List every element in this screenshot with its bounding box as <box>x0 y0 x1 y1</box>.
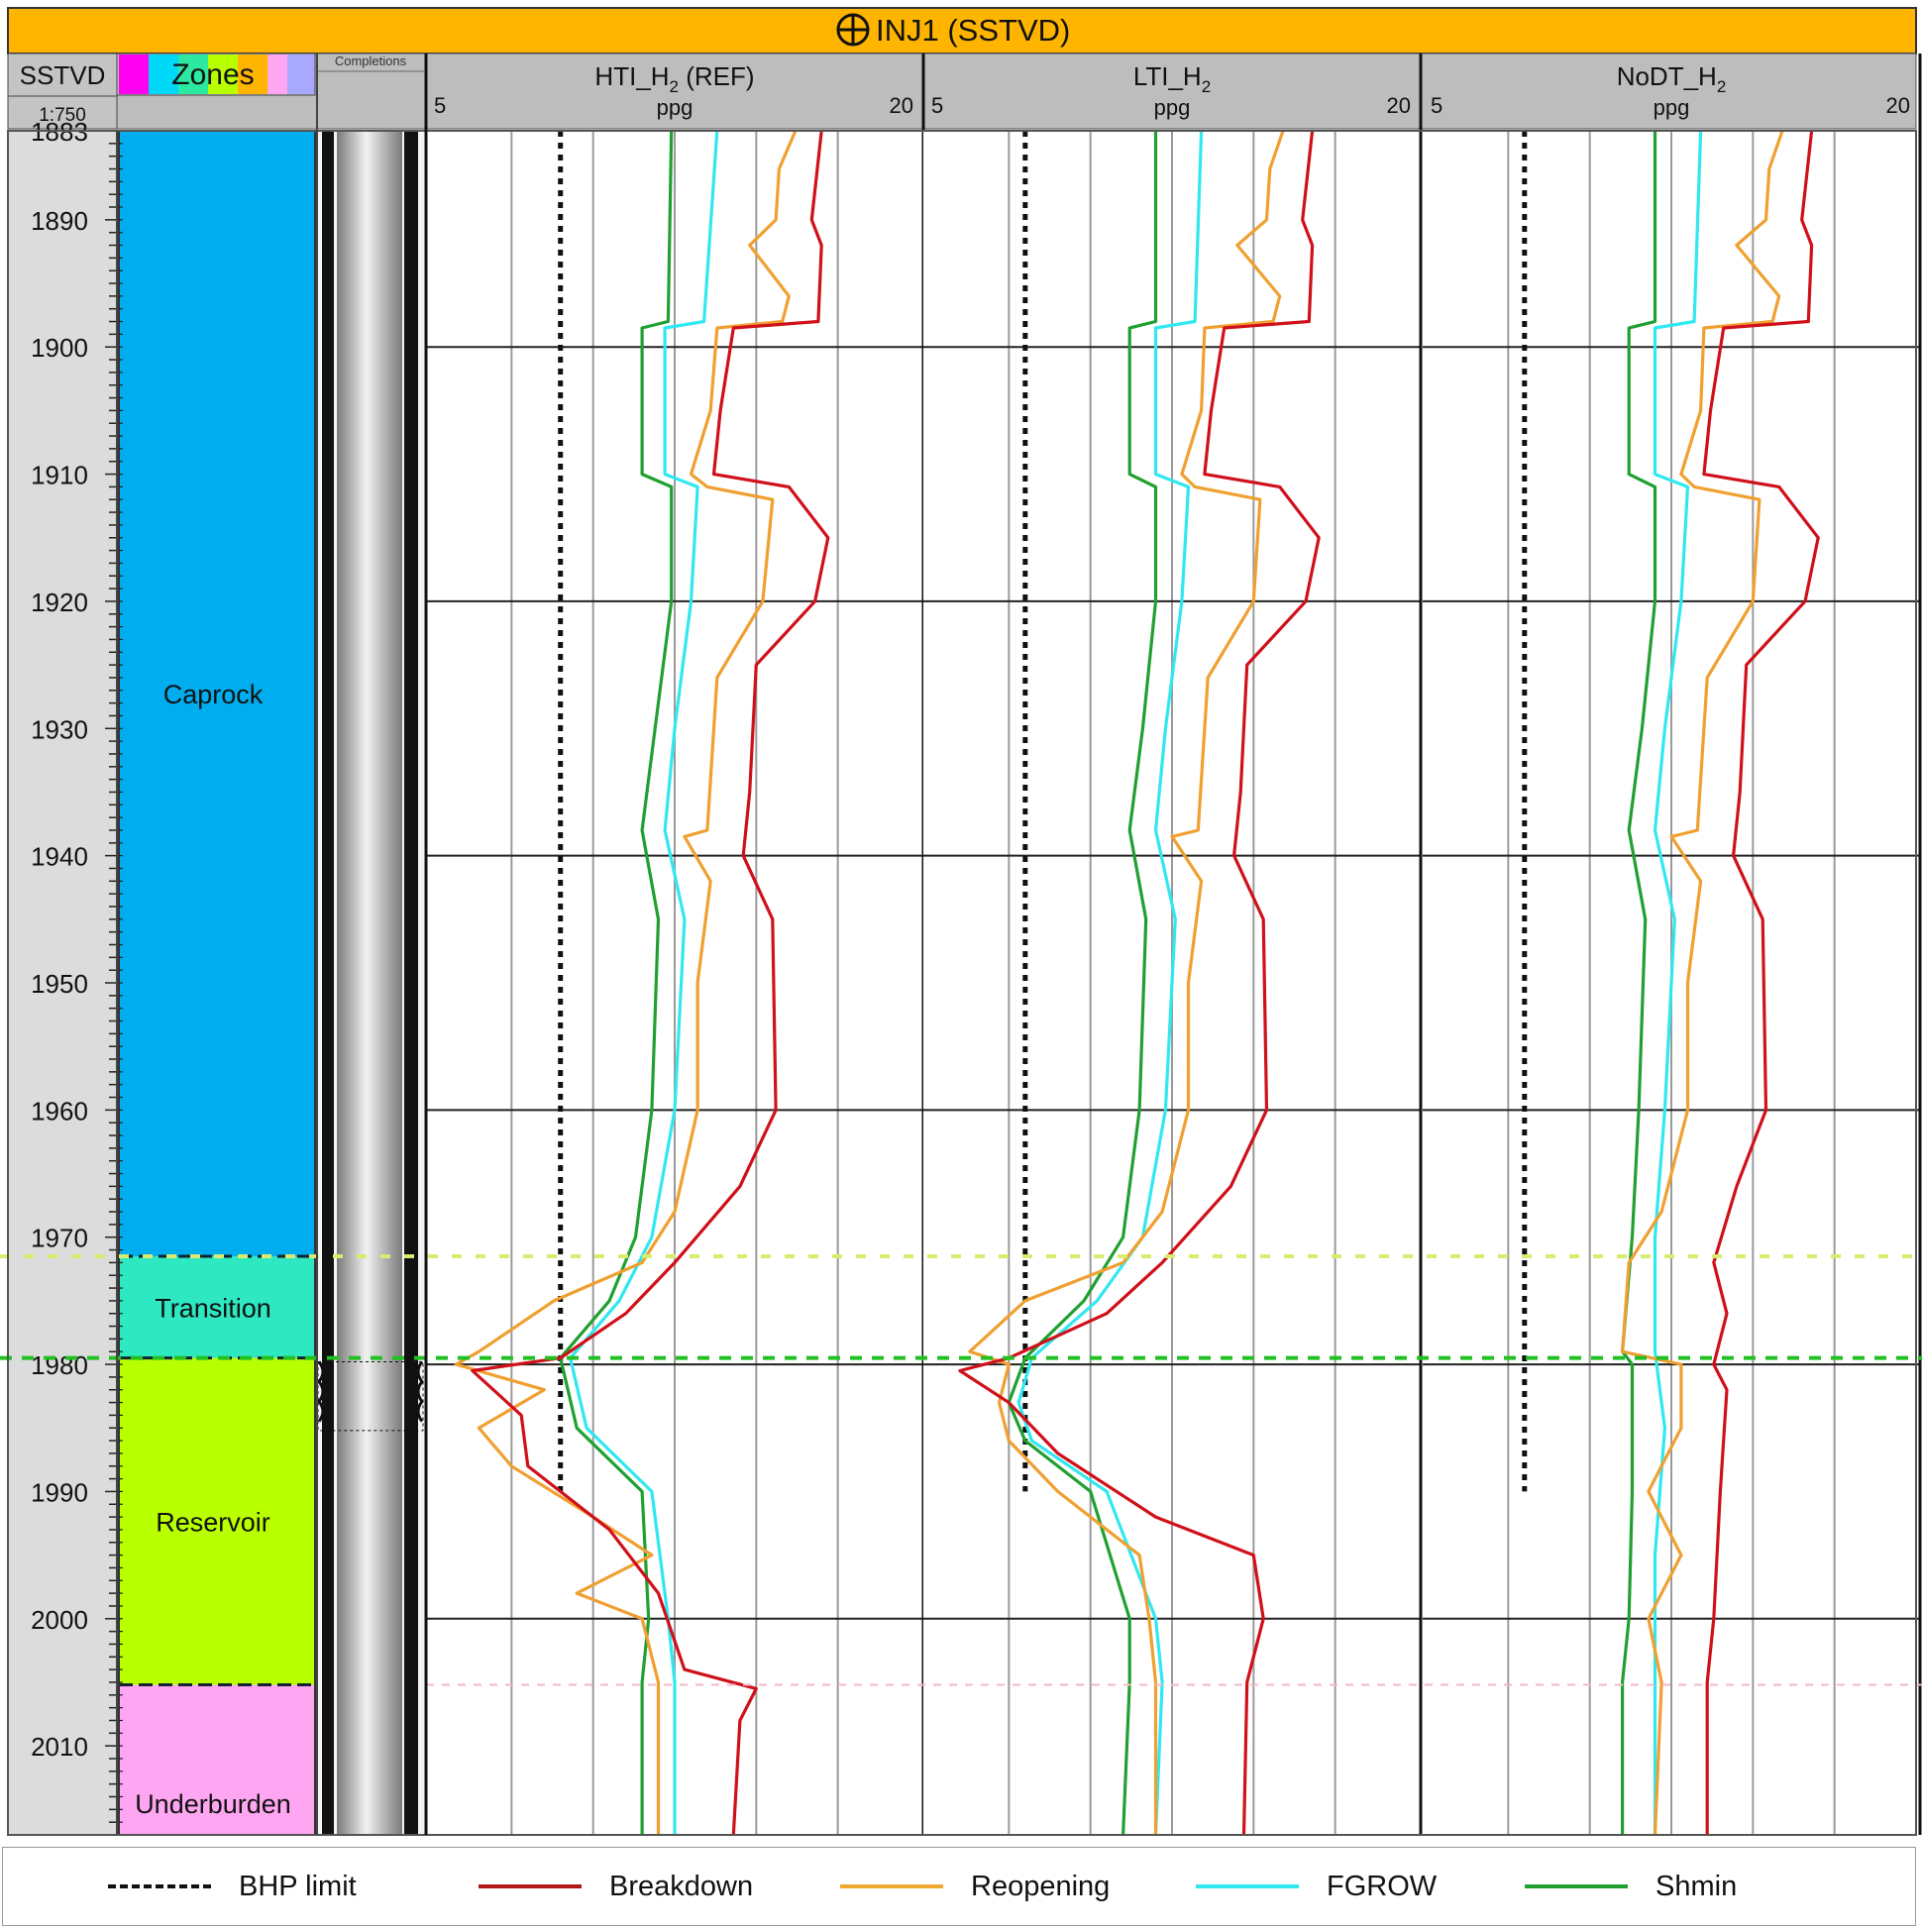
legend-item-reopening: Reopening <box>840 1848 1110 1925</box>
series-breakdown-track-0 <box>471 130 830 1836</box>
series-breakdown-track-2 <box>1702 130 1820 1835</box>
depth-label: 1980 <box>31 1350 88 1380</box>
zones-layer: Caprock Transition Reservoir Underburden <box>118 130 316 1836</box>
series-shmin-track-1 <box>1007 131 1158 1836</box>
series-fgrow-track-0 <box>568 130 719 1835</box>
depth-label: 1960 <box>31 1096 88 1126</box>
well-log-chart: INJ1 (SSTVD) SSTVD 1:750 Zones Completio… <box>0 7 1922 1836</box>
depth-header-title: SSTVD <box>20 60 106 90</box>
depth-label: 1920 <box>31 588 88 617</box>
series-reopening-track-0 <box>454 130 798 1835</box>
legend-swatch-breakdown <box>479 1884 582 1888</box>
header-bar <box>7 7 1917 54</box>
legend-label-shmin: Shmin <box>1655 1870 1738 1902</box>
depth-label: 1940 <box>31 842 88 872</box>
depth-label: 1890 <box>31 206 88 236</box>
depth-header-scale: 1:750 <box>39 105 86 126</box>
depth-track <box>8 131 117 1835</box>
series-fgrow-track-2 <box>1653 130 1703 1835</box>
zone-marker-lines <box>0 1253 1922 1686</box>
depth-scale: 1883189019001910192019301940195019601970… <box>31 117 424 1836</box>
track-header-row <box>7 53 1917 130</box>
depth-label: 1990 <box>31 1477 88 1507</box>
zones-header-title: Zones <box>171 58 254 91</box>
depth-header <box>7 53 118 130</box>
legend-swatch-bhp <box>108 1884 211 1888</box>
depth-label: 1930 <box>31 714 88 744</box>
track-unit-0: ppg <box>657 95 694 120</box>
legend-label-reopening: Reopening <box>971 1870 1111 1902</box>
series-reopening-track-1 <box>968 130 1285 1835</box>
legend-item-shmin: Shmin <box>1525 1848 1737 1925</box>
depth-label: 1900 <box>31 333 88 363</box>
zone-label-caprock: Caprock <box>163 680 264 709</box>
depth-label: 1950 <box>31 969 88 999</box>
track-unit-1: ppg <box>1154 95 1191 120</box>
series-breakdown-track-1 <box>958 130 1321 1836</box>
packer-right <box>416 1360 424 1423</box>
depth-label: 2010 <box>31 1732 88 1762</box>
legend-label-breakdown: Breakdown <box>609 1870 754 1902</box>
packer-left <box>317 1360 325 1423</box>
depth-label: 2000 <box>31 1605 88 1635</box>
legend-swatch-reopening <box>840 1884 943 1888</box>
track-unit-2: ppg <box>1654 95 1690 120</box>
zone-caprock <box>119 131 315 1256</box>
packer-box <box>317 1361 424 1432</box>
zone-transition <box>119 1255 315 1358</box>
depth-label: 1970 <box>31 1224 88 1253</box>
zones-header-swatches <box>119 54 315 94</box>
zone-underburden <box>119 1684 315 1835</box>
completions-header-title: Completions <box>335 54 407 68</box>
series-shmin-track-2 <box>1620 131 1657 1835</box>
zone-reservoir <box>119 1357 315 1685</box>
legend-label-fgrow: FGROW <box>1327 1870 1438 1902</box>
series-reopening-track-2 <box>1620 130 1784 1836</box>
header-title: INJ1 (SSTVD) <box>876 13 1070 48</box>
series-fgrow-track-1 <box>1016 130 1204 1836</box>
zone-label-transition: Transition <box>155 1293 271 1323</box>
legend-item-bhp: BHP limit <box>108 1848 357 1925</box>
track-min-1: 5 <box>931 93 943 118</box>
track-title-1: LTI_H2 <box>1133 61 1211 96</box>
legend-swatch-shmin <box>1525 1884 1628 1888</box>
legend-item-breakdown: Breakdown <box>479 1848 753 1925</box>
legend-item-fgrow: FGROW <box>1196 1848 1437 1925</box>
legend-swatch-fgrow <box>1196 1884 1299 1888</box>
zone-label-reservoir: Reservoir <box>156 1508 270 1538</box>
legend: BHP limit Breakdown Reopening FGROW Shmi… <box>2 1847 1916 1926</box>
track-max-2: 20 <box>1886 93 1910 118</box>
header-well-icon <box>836 13 870 47</box>
track-max-0: 20 <box>890 93 913 118</box>
zone-label-underburden: Underburden <box>135 1789 291 1819</box>
track-min-2: 5 <box>1431 93 1442 118</box>
track-title-2: NoDT_H2 <box>1617 61 1727 96</box>
track-title-0: HTI_H2 (REF) <box>594 61 754 96</box>
legend-label-bhp: BHP limit <box>239 1870 357 1902</box>
track-min-0: 5 <box>434 93 446 118</box>
depth-label: 1910 <box>31 461 88 490</box>
series-shmin-track-0 <box>559 130 674 1835</box>
track-max-1: 20 <box>1387 93 1411 118</box>
